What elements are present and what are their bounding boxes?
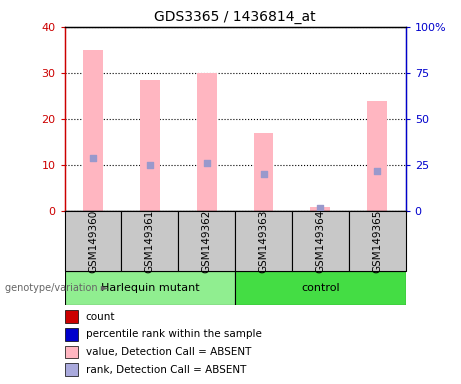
- Text: GSM149360: GSM149360: [88, 209, 98, 273]
- Bar: [310, 207, 331, 211]
- Bar: [367, 101, 387, 211]
- Text: genotype/variation ►: genotype/variation ►: [5, 283, 108, 293]
- Point: [373, 167, 381, 174]
- Bar: [292, 211, 349, 271]
- Text: GSM149364: GSM149364: [315, 209, 325, 273]
- Text: percentile rank within the sample: percentile rank within the sample: [86, 329, 262, 339]
- Text: rank, Detection Call = ABSENT: rank, Detection Call = ABSENT: [86, 365, 246, 375]
- Text: GSM149363: GSM149363: [259, 209, 269, 273]
- Text: count: count: [86, 311, 115, 321]
- Bar: [197, 73, 217, 211]
- Bar: [65, 346, 78, 359]
- Text: GSM149362: GSM149362: [201, 209, 212, 273]
- Bar: [65, 328, 78, 341]
- Text: GSM149361: GSM149361: [145, 209, 155, 273]
- Bar: [65, 271, 235, 305]
- Bar: [254, 133, 273, 211]
- Point: [89, 155, 97, 161]
- Bar: [83, 50, 103, 211]
- Bar: [65, 310, 78, 323]
- Bar: [65, 211, 121, 271]
- Text: control: control: [301, 283, 340, 293]
- Bar: [65, 364, 78, 376]
- Point: [146, 162, 154, 168]
- Bar: [121, 211, 178, 271]
- Bar: [235, 271, 406, 305]
- Bar: [349, 211, 406, 271]
- Text: Harlequin mutant: Harlequin mutant: [100, 283, 199, 293]
- Bar: [140, 80, 160, 211]
- Title: GDS3365 / 1436814_at: GDS3365 / 1436814_at: [154, 10, 316, 25]
- Point: [203, 160, 210, 166]
- Bar: [178, 211, 235, 271]
- Text: GSM149365: GSM149365: [372, 209, 382, 273]
- Point: [260, 171, 267, 177]
- Point: [317, 205, 324, 212]
- Bar: [235, 211, 292, 271]
- Text: value, Detection Call = ABSENT: value, Detection Call = ABSENT: [86, 347, 251, 357]
